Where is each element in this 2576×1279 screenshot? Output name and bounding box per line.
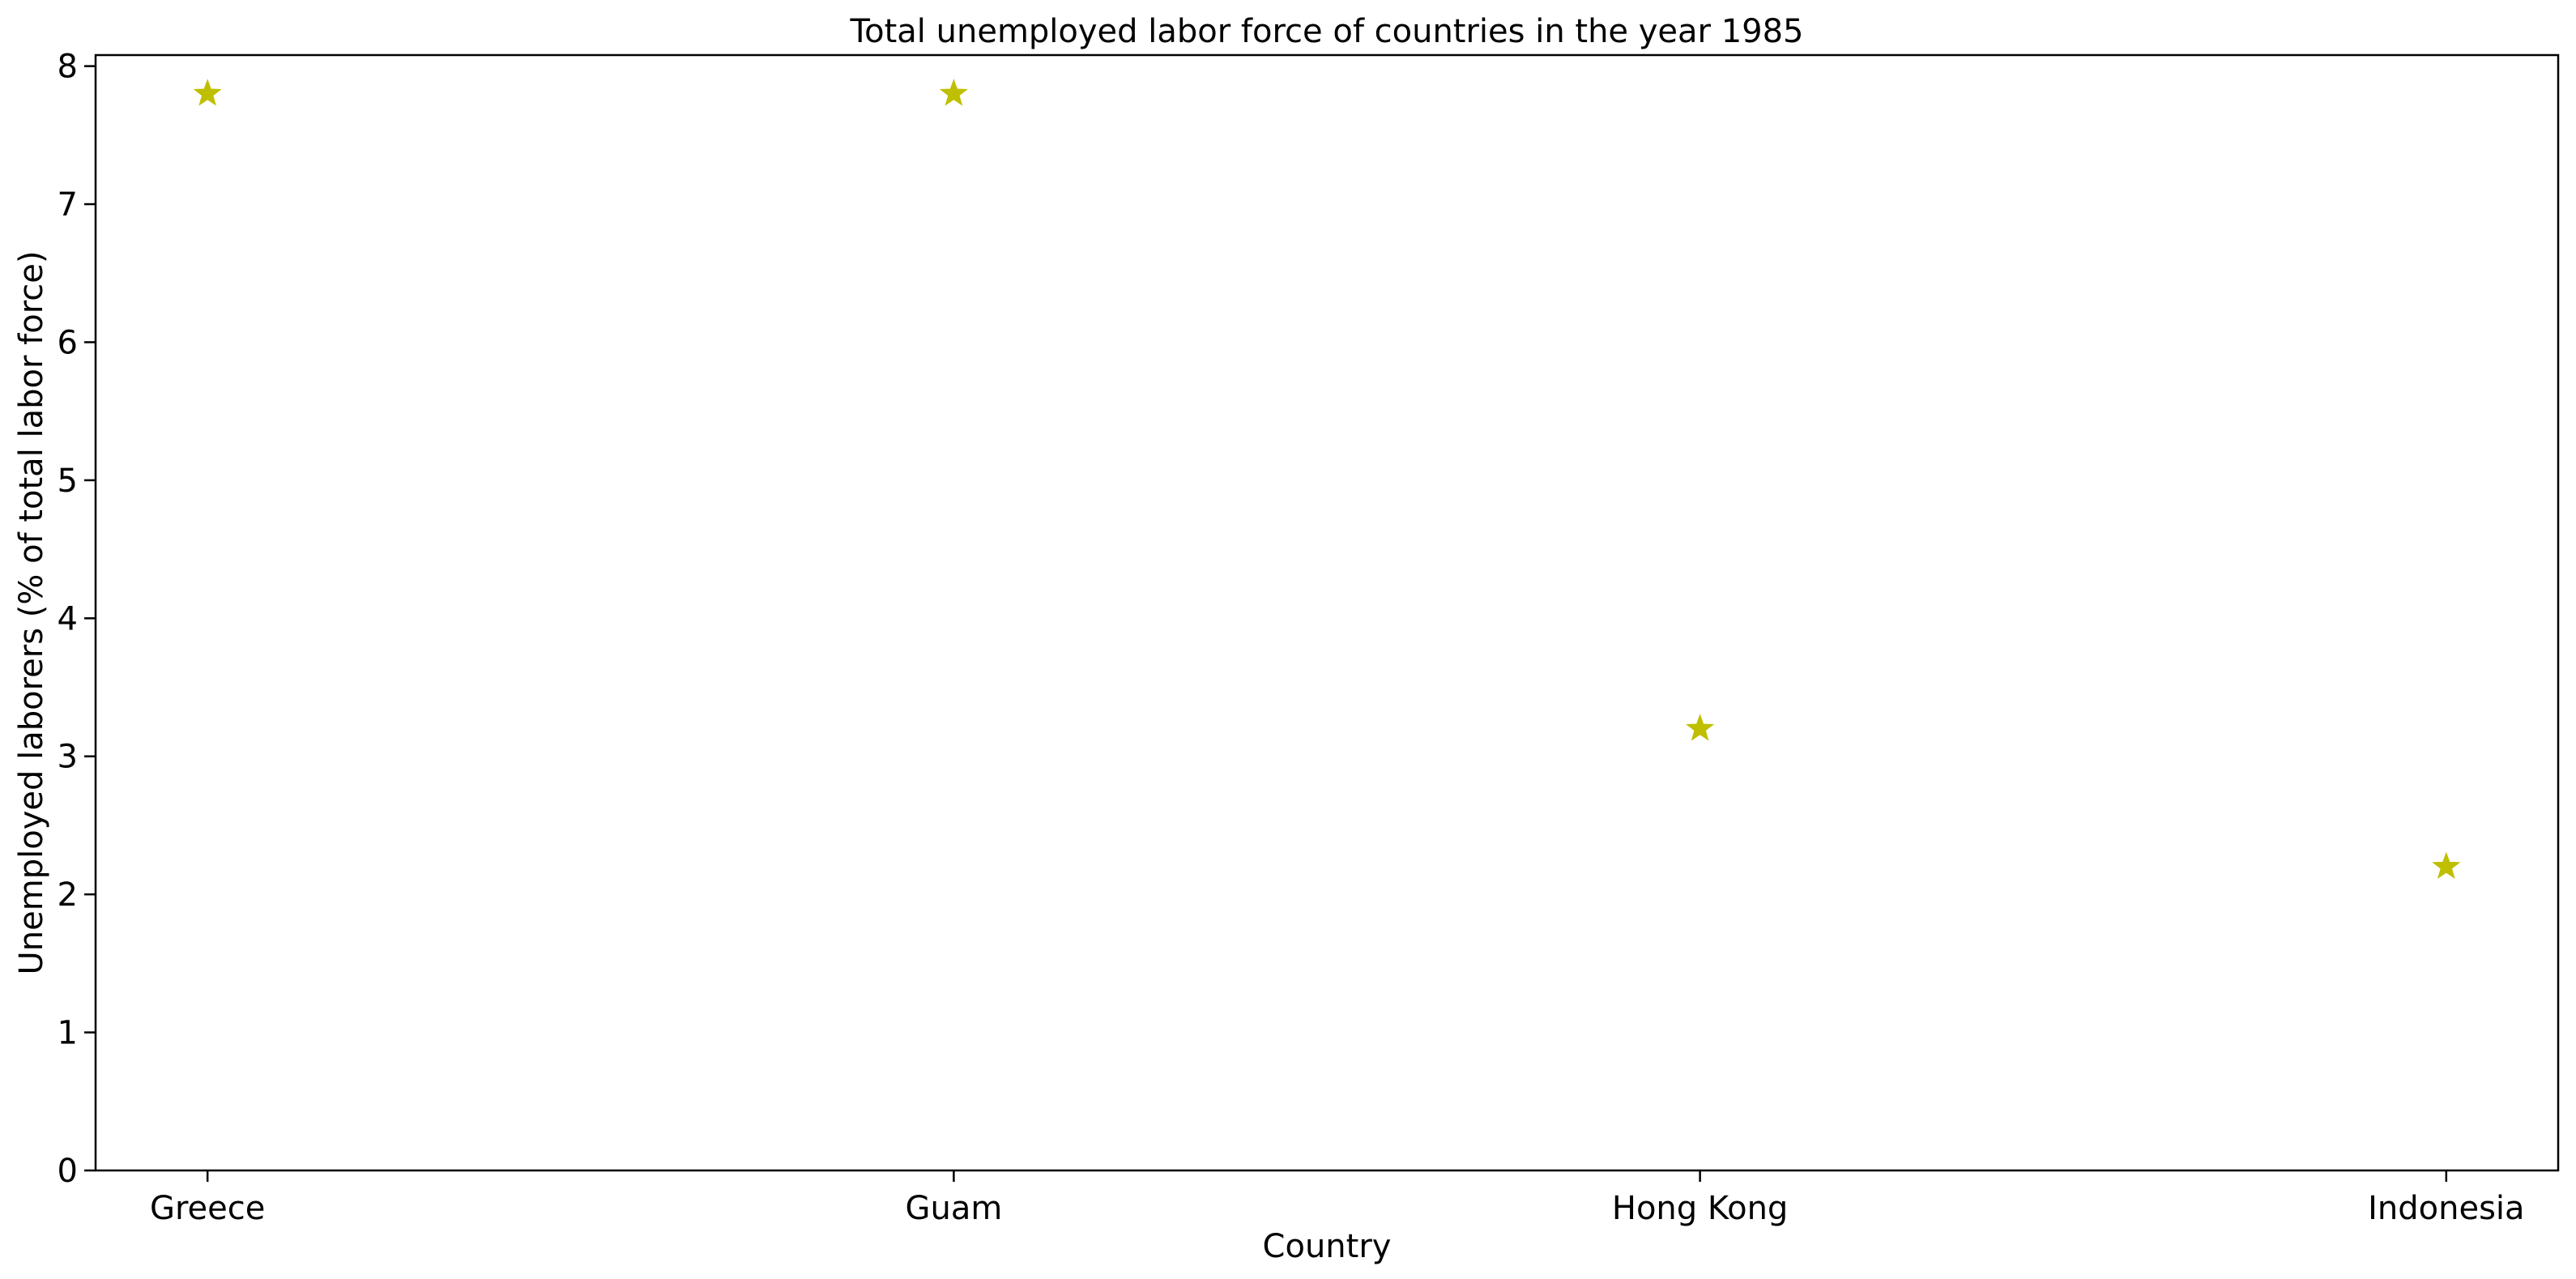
y-tick-label: 4	[58, 600, 78, 637]
y-tick-label: 5	[58, 463, 78, 500]
y-tick-label: 3	[58, 739, 78, 776]
y-axis-label: Unemployed laborers (% of total labor fo…	[13, 251, 50, 975]
y-tick-label: 7	[58, 186, 78, 224]
y-tick-label: 0	[58, 1153, 78, 1190]
y-tick-label: 2	[58, 876, 78, 914]
data-point-star	[193, 79, 222, 106]
chart-title: Total unemployed labor force of countrie…	[850, 13, 1804, 50]
plot-area-frame	[94, 53, 2560, 1172]
data-point-star	[2432, 851, 2461, 880]
y-tick-label: 6	[58, 324, 78, 361]
data-point-star	[1686, 714, 1715, 741]
x-tick-label: Hong Kong	[1612, 1190, 1788, 1227]
x-axis-label: Country	[1263, 1228, 1392, 1265]
y-tick-label: 1	[58, 1015, 78, 1052]
x-tick-label: Guam	[905, 1190, 1002, 1227]
x-tick-label: Greece	[150, 1190, 265, 1227]
y-tick-label: 8	[58, 49, 78, 86]
x-tick-label: Indonesia	[2368, 1190, 2524, 1227]
data-point-star	[939, 79, 968, 106]
